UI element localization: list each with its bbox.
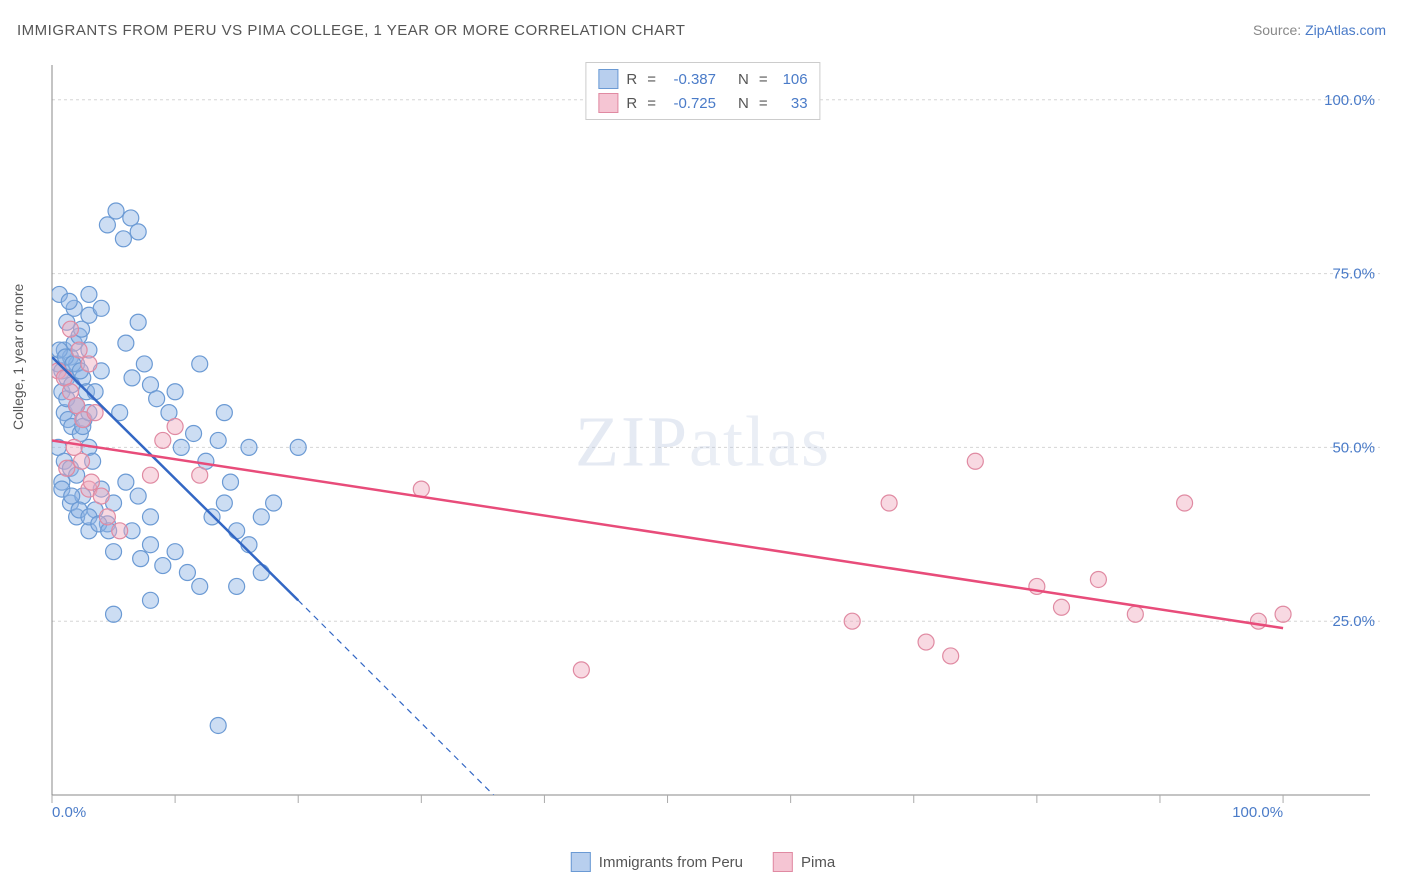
svg-text:25.0%: 25.0%	[1332, 613, 1375, 630]
legend-swatch-peru	[598, 69, 618, 89]
legend-label-pima: Pima	[801, 854, 835, 871]
r-label: R	[626, 95, 637, 112]
n-value-peru: 106	[778, 71, 808, 88]
svg-text:75.0%: 75.0%	[1332, 266, 1375, 283]
legend-row-peru: R = -0.387 N = 106	[598, 67, 807, 91]
legend-label-peru: Immigrants from Peru	[599, 854, 743, 871]
r-value-pima: -0.725	[666, 95, 716, 112]
eq: =	[647, 95, 656, 112]
chart-title: IMMIGRANTS FROM PERU VS PIMA COLLEGE, 1 …	[17, 22, 685, 39]
eq: =	[759, 71, 768, 88]
y-axis-label: College, 1 year or more	[10, 284, 26, 430]
legend-swatch-peru	[571, 852, 591, 872]
chart-plot-area: 25.0% 50.0% 75.0% 100.0% 0.0% 100.0%	[50, 60, 1380, 820]
svg-text:0.0%: 0.0%	[52, 804, 86, 820]
source-attribution: Source: ZipAtlas.com	[1253, 22, 1386, 38]
svg-text:100.0%: 100.0%	[1324, 92, 1375, 109]
n-label: N	[738, 95, 749, 112]
legend-item-peru: Immigrants from Peru	[571, 852, 743, 872]
svg-text:50.0%: 50.0%	[1332, 439, 1375, 456]
r-value-peru: -0.387	[666, 71, 716, 88]
n-label: N	[738, 71, 749, 88]
source-link[interactable]: ZipAtlas.com	[1305, 22, 1386, 38]
r-label: R	[626, 71, 637, 88]
svg-text:100.0%: 100.0%	[1232, 804, 1283, 820]
eq: =	[759, 95, 768, 112]
legend-swatch-pima	[598, 93, 618, 113]
legend-correlation-box: R = -0.387 N = 106 R = -0.725 N = 33	[585, 62, 820, 120]
scatter-chart-svg: 25.0% 50.0% 75.0% 100.0% 0.0% 100.0%	[50, 60, 1380, 820]
legend-item-pima: Pima	[773, 852, 835, 872]
eq: =	[647, 71, 656, 88]
n-value-pima: 33	[778, 95, 808, 112]
legend-swatch-pima	[773, 852, 793, 872]
legend-series: Immigrants from Peru Pima	[571, 852, 835, 872]
source-prefix: Source:	[1253, 22, 1305, 38]
legend-row-pima: R = -0.725 N = 33	[598, 91, 807, 115]
